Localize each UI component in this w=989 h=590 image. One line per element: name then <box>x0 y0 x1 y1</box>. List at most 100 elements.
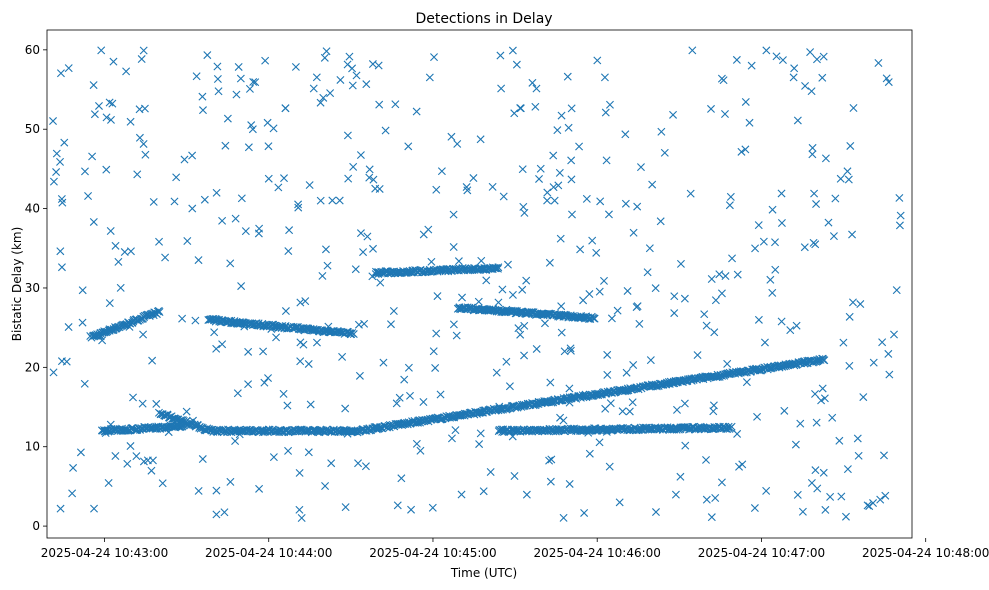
detection-point <box>126 117 135 126</box>
detection-point <box>49 177 58 186</box>
detection-point <box>244 143 253 152</box>
detection-point <box>809 238 818 247</box>
detection-point <box>747 61 756 70</box>
detection-point <box>725 201 734 210</box>
detection-point <box>425 73 434 82</box>
detection-point <box>566 346 575 355</box>
detection-point <box>553 126 562 135</box>
detection-point <box>89 81 98 90</box>
detection-point <box>559 513 568 522</box>
detection-point <box>601 404 610 413</box>
detection-point <box>673 405 681 414</box>
detection-point <box>454 257 463 266</box>
detection-point <box>493 264 502 273</box>
detection-point <box>819 468 828 477</box>
detection-point <box>760 338 769 347</box>
detection-point <box>717 289 726 298</box>
detection-point <box>105 98 114 107</box>
detection-point <box>80 167 89 176</box>
detection-point <box>369 175 378 184</box>
detection-point <box>727 422 736 431</box>
detection-point <box>884 349 893 358</box>
detection-point <box>745 118 754 127</box>
detection-point <box>711 296 720 305</box>
detection-point <box>269 124 278 133</box>
detection-point <box>210 328 219 337</box>
detection-point <box>198 92 207 101</box>
detection-point <box>139 139 148 148</box>
detection-point <box>371 184 380 193</box>
detection-point <box>549 183 558 192</box>
detection-point <box>670 309 679 318</box>
detection-point <box>741 97 750 106</box>
detection-point <box>78 286 87 295</box>
detection-point <box>670 292 679 301</box>
detection-point <box>556 413 565 422</box>
detection-point <box>482 276 491 285</box>
detection-point <box>477 407 486 416</box>
detection-point <box>419 398 428 407</box>
detection-point <box>52 149 61 158</box>
detection-point <box>248 125 257 134</box>
detection-point <box>554 181 563 190</box>
detection-point <box>580 508 589 517</box>
detection-point <box>234 62 243 71</box>
detection-point <box>269 453 278 462</box>
detection-point <box>102 113 111 122</box>
detection-point <box>702 321 711 330</box>
detection-point <box>777 189 786 198</box>
detection-point <box>322 47 331 56</box>
detection-point <box>326 89 335 98</box>
detection-point <box>57 263 66 272</box>
detection-point <box>717 74 726 83</box>
detection-point <box>212 486 221 495</box>
detection-point <box>363 232 372 241</box>
y-tick-label: 40 <box>25 202 40 216</box>
detection-point <box>403 420 412 429</box>
x-axis-label: Time (UTC) <box>450 566 517 580</box>
detection-point <box>735 462 744 471</box>
detection-point <box>535 174 544 183</box>
detection-point <box>707 274 716 283</box>
detection-point <box>280 174 288 183</box>
detection-point <box>97 46 106 55</box>
detection-point <box>686 189 695 198</box>
detection-point <box>226 259 235 268</box>
detection-point <box>447 132 456 141</box>
detection-point <box>494 263 503 272</box>
detection-point <box>777 219 786 227</box>
x-axis: 2025-04-24 10:43:00 2025-04-24 10:44:00 20… <box>41 538 989 560</box>
detection-point <box>362 80 371 89</box>
detection-point <box>818 384 827 393</box>
detection-point <box>859 393 868 402</box>
detection-point <box>49 368 58 377</box>
detection-point <box>522 276 531 285</box>
detection-point <box>469 174 478 183</box>
detection-point <box>94 101 103 110</box>
detection-point <box>152 399 161 408</box>
detection-point <box>543 196 552 205</box>
detection-point <box>372 423 381 432</box>
detection-point <box>625 407 634 416</box>
detection-point <box>777 317 786 326</box>
detection-point <box>316 98 325 107</box>
detection-point <box>291 62 300 71</box>
detection-point <box>212 344 221 353</box>
detection-point <box>856 300 865 309</box>
detection-point <box>409 266 418 275</box>
detection-point <box>180 155 189 164</box>
detection-point <box>312 73 321 82</box>
detection-point <box>603 350 612 359</box>
detection-point <box>496 51 505 60</box>
detection-point <box>135 105 144 114</box>
detection-point <box>451 426 460 435</box>
detection-point <box>449 320 458 329</box>
detection-point <box>108 99 117 108</box>
y-tick-label: 60 <box>25 43 40 57</box>
detection-point <box>359 248 368 257</box>
detection-point <box>732 55 741 64</box>
detection-point <box>237 282 246 291</box>
detection-point <box>751 244 760 253</box>
detection-point <box>555 168 564 177</box>
